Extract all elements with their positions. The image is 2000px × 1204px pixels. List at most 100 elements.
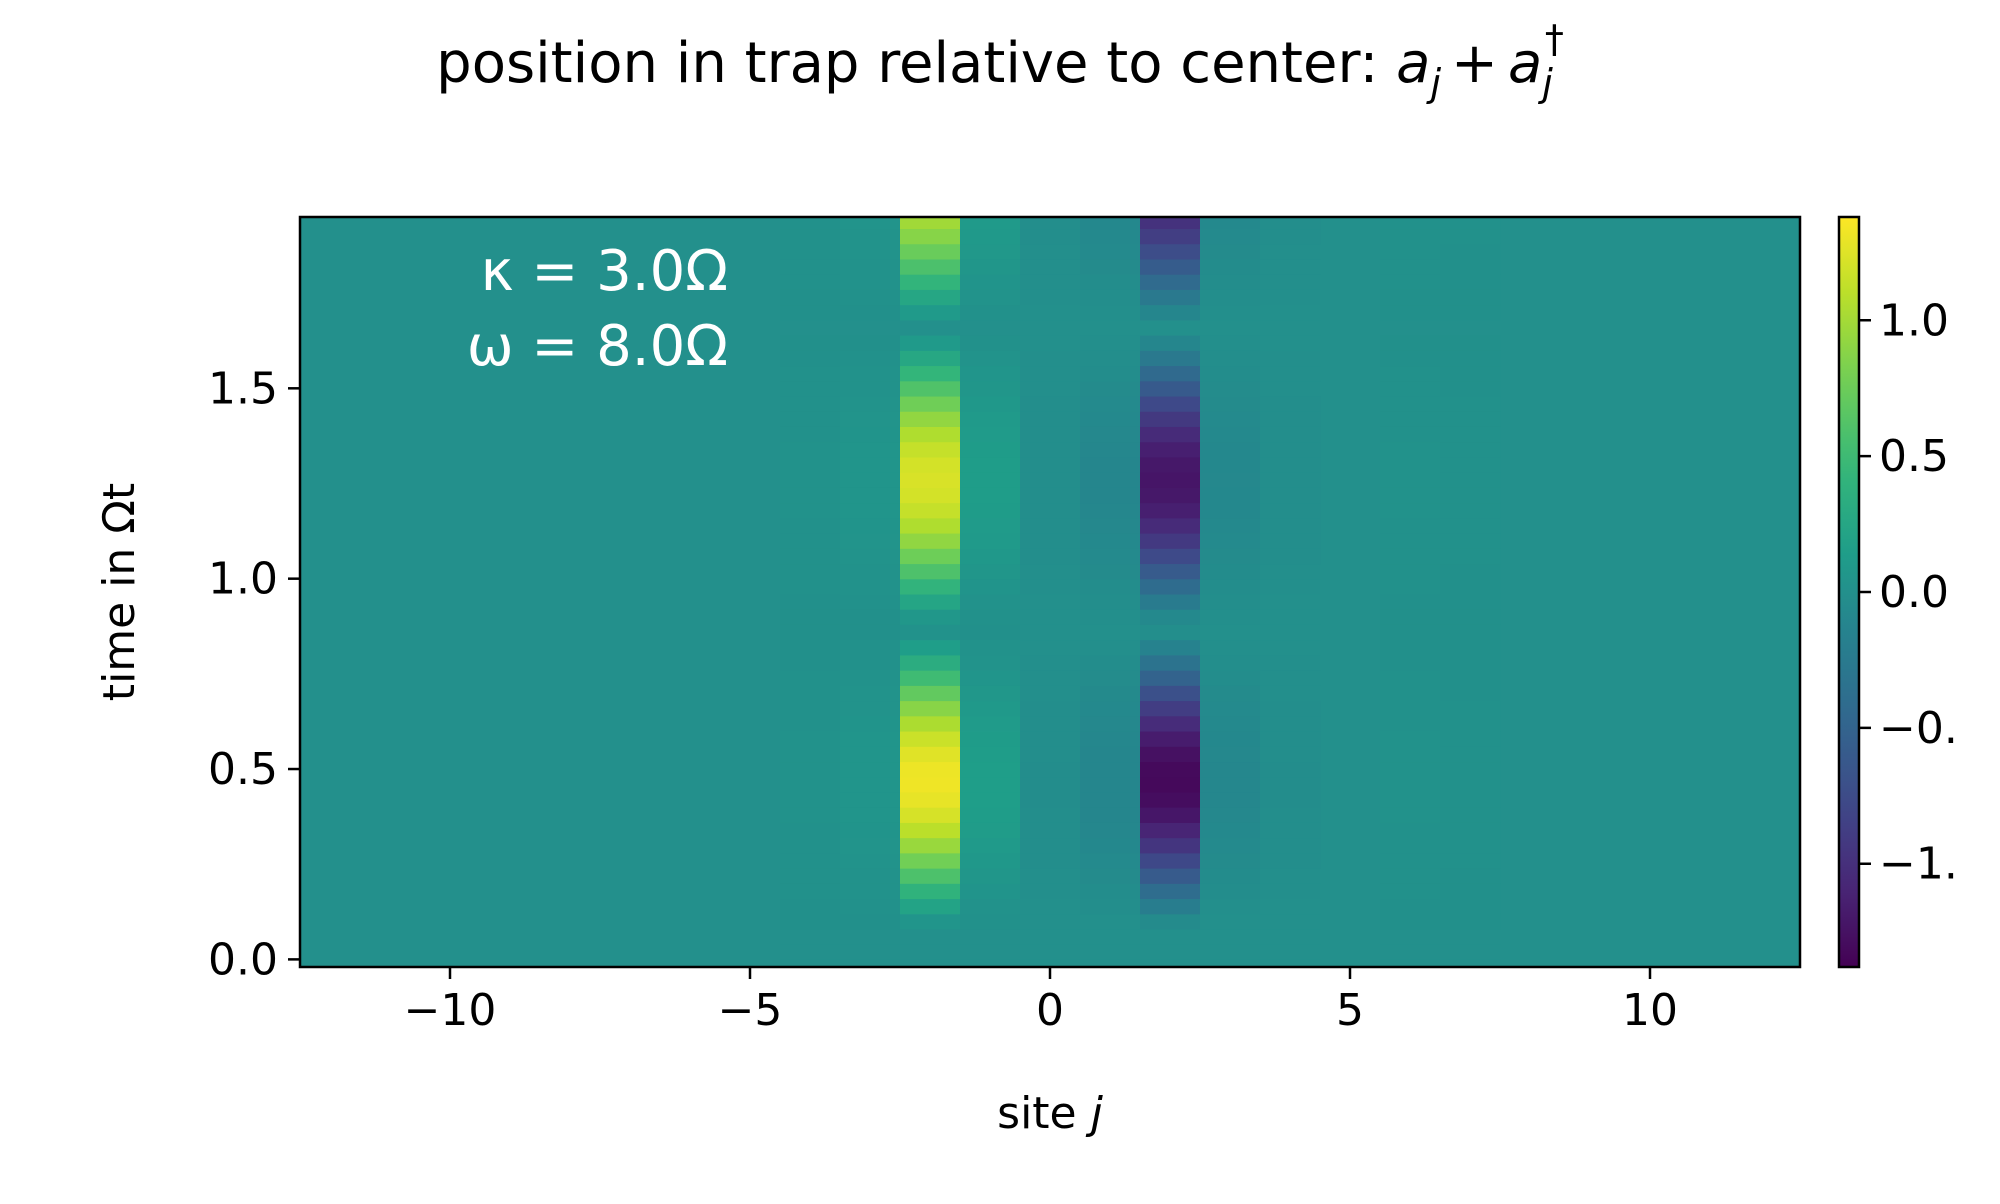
heatmap-cell xyxy=(780,913,841,930)
heatmap-cell xyxy=(1140,532,1201,549)
heatmap-cell xyxy=(840,685,901,702)
heatmap-cell xyxy=(1020,791,1081,808)
heatmap-cell xyxy=(1440,274,1501,290)
heatmap-cell xyxy=(960,944,1021,960)
heatmap-cell xyxy=(1380,380,1441,397)
heatmap-cell xyxy=(1080,258,1141,275)
heatmap-cell xyxy=(1380,411,1441,427)
heatmap-cell xyxy=(1380,670,1441,686)
heatmap-cell xyxy=(780,517,841,534)
heatmap-cell xyxy=(1380,624,1441,641)
heatmap-cell xyxy=(1200,426,1261,443)
heatmap-cell xyxy=(1020,654,1081,671)
heatmap-cell xyxy=(1080,670,1141,686)
colorbar-tick-label: −0. xyxy=(1879,703,1958,754)
heatmap-cell xyxy=(900,776,961,793)
heatmap-cell xyxy=(1140,472,1201,488)
heatmap-cell xyxy=(1260,289,1321,306)
heatmap-cell xyxy=(1260,532,1321,549)
heatmap-cell xyxy=(1140,791,1201,808)
heatmap-cell xyxy=(780,837,841,854)
heatmap-cell xyxy=(1260,426,1321,443)
heatmap-cell xyxy=(1440,639,1501,656)
heatmap-cell xyxy=(1200,807,1261,823)
heatmap-cell xyxy=(840,411,901,427)
heatmap-cell xyxy=(780,217,841,230)
heatmap-cell xyxy=(780,593,841,610)
heatmap-cell xyxy=(900,898,961,915)
heatmap-cell xyxy=(1380,487,1441,504)
heatmap-cell xyxy=(960,456,1021,473)
heatmap-cell xyxy=(900,913,961,930)
heatmap-cell xyxy=(1200,563,1261,580)
heatmap-cell xyxy=(1200,380,1261,397)
heatmap-cell xyxy=(780,441,841,458)
heatmap-cell xyxy=(1140,822,1201,839)
heatmap-cell xyxy=(840,578,901,595)
heatmap-cell xyxy=(1440,761,1501,778)
heatmap-cell xyxy=(780,700,841,717)
heatmap-cell xyxy=(840,746,901,763)
heatmap-cell xyxy=(960,217,1021,230)
heatmap-cell xyxy=(1080,898,1141,915)
heatmap-cell xyxy=(900,487,961,504)
heatmap-cell xyxy=(840,217,901,230)
heatmap-cell xyxy=(1140,883,1201,900)
heatmap-cell xyxy=(1200,578,1261,595)
heatmap-cell xyxy=(1440,913,1501,930)
heatmap-cell xyxy=(840,730,901,747)
heatmap-cell xyxy=(960,578,1021,595)
heatmap-cell xyxy=(960,593,1021,610)
heatmap-cell xyxy=(1260,868,1321,884)
heatmap-cell xyxy=(1020,700,1081,717)
heatmap-cell xyxy=(1140,578,1201,595)
heatmap-cell xyxy=(1080,426,1141,443)
heatmap-cell xyxy=(1260,609,1321,625)
heatmap-cell xyxy=(960,472,1021,488)
heatmap-cell xyxy=(1080,776,1141,793)
heatmap-cell xyxy=(1020,258,1081,275)
heatmap-cell xyxy=(1080,791,1141,808)
x-tick-label: −10 xyxy=(404,985,497,1036)
y-axis-label: time in Ωt xyxy=(94,483,145,701)
heatmap-cell xyxy=(780,365,841,382)
heatmap-cell xyxy=(780,426,841,443)
heatmap-cell xyxy=(1140,868,1201,884)
heatmap-cell xyxy=(1080,502,1141,519)
heatmap-cell xyxy=(1260,624,1321,641)
heatmap-cell xyxy=(900,944,961,960)
heatmap-cell xyxy=(1380,715,1441,732)
heatmap-cell xyxy=(1200,304,1261,321)
heatmap-cell xyxy=(1260,578,1321,595)
heatmap-cell xyxy=(1080,715,1141,732)
heatmap-cell xyxy=(900,532,961,549)
heatmap-cell xyxy=(1440,685,1501,702)
heatmap-cell xyxy=(900,624,961,641)
heatmap-cell xyxy=(1440,426,1501,443)
heatmap-cell xyxy=(1020,502,1081,519)
heatmap-cell xyxy=(900,670,961,686)
heatmap-cell xyxy=(900,502,961,519)
heatmap-cell xyxy=(780,563,841,580)
heatmap-cell xyxy=(1260,685,1321,702)
heatmap-cell xyxy=(1080,730,1141,747)
heatmap-cell xyxy=(1440,700,1501,717)
heatmap-cell xyxy=(1140,380,1201,397)
heatmap-cell xyxy=(900,517,961,534)
heatmap-cell xyxy=(840,532,901,549)
heatmap-cell xyxy=(1200,837,1261,854)
x-axis-ticks: −10 −5 0 5 10 xyxy=(404,967,1678,1036)
heatmap-cell xyxy=(1140,807,1201,823)
heatmap-cell xyxy=(1020,426,1081,443)
heatmap-cell xyxy=(780,487,841,504)
heatmap-cell xyxy=(1020,228,1081,245)
heatmap-cell xyxy=(1080,335,1141,351)
heatmap-cell xyxy=(1020,472,1081,488)
heatmap-cell xyxy=(960,670,1021,686)
heatmap-cell xyxy=(900,868,961,884)
heatmap-cell xyxy=(1140,365,1201,382)
heatmap-cell xyxy=(900,365,961,382)
heatmap-cell xyxy=(1440,807,1501,823)
heatmap-cell xyxy=(960,563,1021,580)
heatmap-cell xyxy=(1020,776,1081,793)
